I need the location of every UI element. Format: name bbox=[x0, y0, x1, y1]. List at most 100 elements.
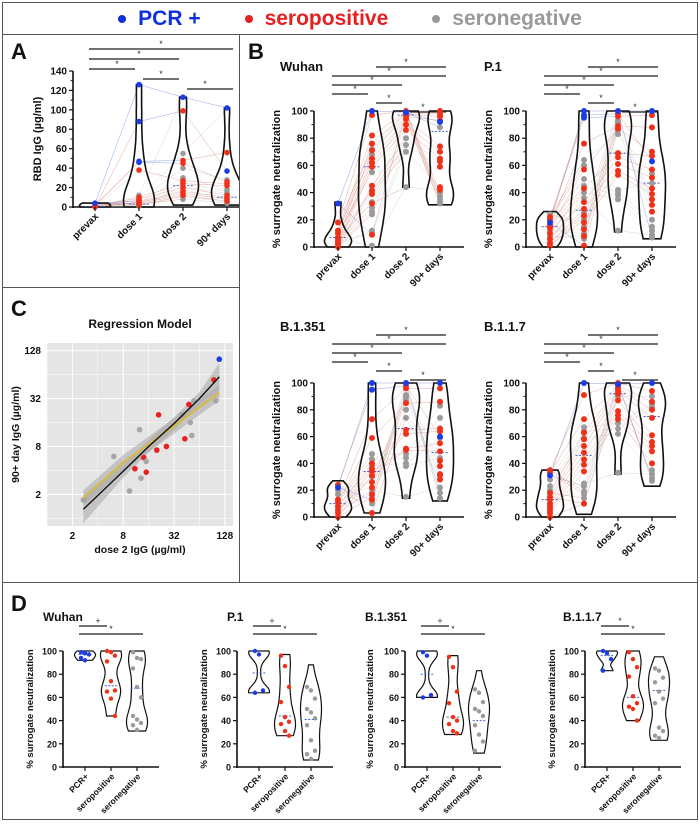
point-pcr bbox=[615, 108, 621, 114]
point-seropositive bbox=[224, 198, 230, 204]
point-seropositive bbox=[649, 190, 655, 197]
subject-connector-line bbox=[337, 110, 373, 204]
y-tick-label: 60 bbox=[56, 144, 68, 155]
subject-connector-line bbox=[617, 385, 653, 402]
subject-connector-line bbox=[617, 129, 653, 212]
subject-connector-line bbox=[549, 159, 585, 218]
y-tick-label: 20 bbox=[47, 739, 57, 749]
point-seropositive bbox=[547, 230, 553, 237]
subject-connector-line bbox=[371, 433, 407, 469]
significance-label: + bbox=[269, 616, 274, 626]
y-tick-label: 0 bbox=[574, 763, 579, 773]
subject-connector-line bbox=[583, 197, 619, 231]
y-tick-label: 20 bbox=[569, 739, 579, 749]
subject-connector-line bbox=[405, 487, 441, 498]
point-seropositive bbox=[581, 212, 587, 219]
significance-label: * bbox=[115, 59, 119, 69]
point-seropositive bbox=[369, 190, 375, 197]
subject-connector-line bbox=[182, 177, 228, 190]
point-seronegative bbox=[476, 690, 482, 695]
significance-label: * bbox=[404, 57, 408, 67]
subject-connector-line bbox=[182, 96, 228, 109]
point-pcr bbox=[82, 651, 88, 656]
point-seropositive bbox=[437, 186, 443, 193]
significance-label: + bbox=[95, 616, 100, 626]
panel-letter-c: C bbox=[11, 296, 27, 321]
point-pcr bbox=[82, 658, 88, 663]
x-tick-label: dose 1 bbox=[348, 251, 378, 281]
y-tick-label: 20 bbox=[221, 739, 231, 749]
x-tick-label: dose 1 bbox=[348, 521, 378, 551]
point-seropositive bbox=[615, 113, 621, 120]
point-pcr bbox=[437, 118, 443, 125]
y-axis-label: RBD IgG (µg/ml) bbox=[32, 96, 44, 181]
point-pcr bbox=[216, 356, 223, 363]
point-pcr bbox=[649, 158, 655, 165]
point-seropositive bbox=[112, 653, 118, 658]
point-seropositive bbox=[369, 491, 375, 498]
x-tick-label: PCR+ bbox=[67, 771, 90, 794]
point-seropositive bbox=[581, 242, 587, 249]
y-tick-label: 40 bbox=[509, 459, 521, 470]
point-seronegative bbox=[134, 727, 140, 733]
point-seronegative bbox=[308, 756, 314, 762]
point-seropositive bbox=[180, 180, 186, 187]
point-seronegative bbox=[180, 165, 186, 171]
point-seronegative bbox=[308, 688, 314, 693]
subject-connector-line bbox=[371, 385, 407, 390]
x-tick-label: prevax bbox=[526, 251, 557, 282]
point-seropositive bbox=[649, 152, 655, 159]
y-tick-label: 100 bbox=[291, 107, 308, 118]
point-seronegative bbox=[649, 234, 655, 241]
point-seropositive bbox=[615, 397, 621, 404]
y-axis-label: % surrogate neutralization bbox=[483, 381, 495, 519]
subject-connector-line bbox=[138, 153, 184, 199]
point-seropositive bbox=[649, 442, 655, 449]
subject-connector-line bbox=[549, 439, 585, 498]
point-seropositive bbox=[369, 434, 375, 441]
point-seropositive bbox=[630, 706, 636, 712]
subject-connector-line bbox=[182, 186, 228, 194]
chart-d-b117: B.1.1.7 0 20 40 60 80 100 % surrogate neutraliz… bbox=[547, 610, 681, 816]
point-seronegative bbox=[660, 696, 666, 701]
point-seropositive bbox=[649, 432, 655, 439]
subject-connector-line bbox=[371, 388, 407, 420]
legend-item-seronegative: seronegative bbox=[432, 7, 582, 31]
x-tick-label: 128 bbox=[216, 531, 233, 542]
panel-d: D Wuhan 0 20 40 60 80 100 % surrogate neutraliz… bbox=[2, 582, 698, 820]
point-seronegative bbox=[369, 169, 375, 176]
point-seropositive bbox=[403, 116, 409, 123]
point-seronegative bbox=[80, 497, 87, 503]
point-seronegative bbox=[403, 148, 409, 155]
point-seronegative bbox=[304, 684, 310, 690]
point-seronegative bbox=[649, 393, 655, 400]
y-tick-label: 0 bbox=[514, 243, 520, 254]
panel-letter-b: B bbox=[248, 39, 264, 64]
subject-connector-line bbox=[583, 129, 619, 246]
point-pcr bbox=[403, 380, 409, 386]
subject-connector-line bbox=[617, 195, 653, 227]
subject-connector-line bbox=[138, 182, 184, 205]
significance-label: * bbox=[387, 361, 391, 371]
chart-title: B.1.1.7 bbox=[563, 610, 602, 624]
subject-connector-line bbox=[549, 432, 585, 494]
chart-title: B.1.1.7 bbox=[484, 319, 526, 334]
significance-label: * bbox=[565, 352, 569, 362]
subject-connector-line bbox=[371, 110, 407, 150]
subject-connector-line bbox=[617, 410, 653, 447]
y-tick-label: 120 bbox=[50, 86, 67, 97]
subject-connector-line bbox=[138, 177, 184, 203]
subject-connector-line bbox=[583, 390, 619, 504]
subject-connector-line bbox=[405, 116, 441, 203]
point-seronegative bbox=[403, 463, 409, 470]
point-seronegative bbox=[308, 738, 314, 743]
point-seropositive bbox=[369, 460, 375, 467]
subject-connector-line bbox=[583, 385, 619, 420]
subject-connector-line bbox=[94, 195, 140, 208]
significance-label: * bbox=[582, 75, 586, 85]
point-seropositive bbox=[369, 509, 375, 516]
point-seropositive bbox=[581, 226, 587, 233]
subject-connector-line bbox=[337, 166, 373, 246]
subject-connector-line bbox=[337, 487, 373, 495]
legend-item-pcr: PCR + bbox=[118, 7, 201, 31]
